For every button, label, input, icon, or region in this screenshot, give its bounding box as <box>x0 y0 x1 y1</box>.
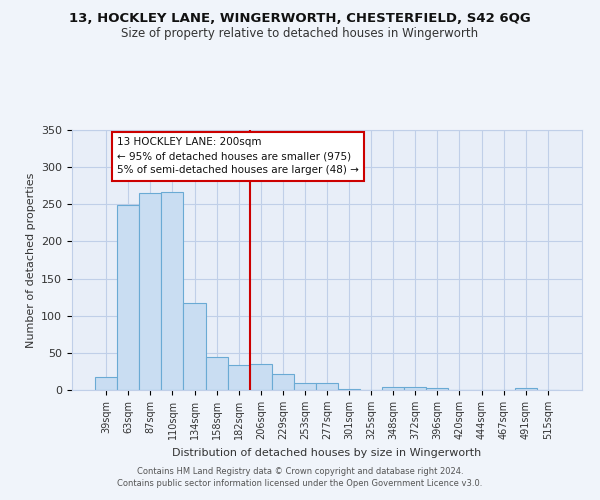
Bar <box>161 192 184 390</box>
Text: Contains HM Land Registry data © Crown copyright and database right 2024.
Contai: Contains HM Land Registry data © Crown c… <box>118 466 482 487</box>
Text: 13, HOCKLEY LANE, WINGERWORTH, CHESTERFIELD, S42 6QG: 13, HOCKLEY LANE, WINGERWORTH, CHESTERFI… <box>69 12 531 26</box>
Text: 13 HOCKLEY LANE: 200sqm
← 95% of detached houses are smaller (975)
5% of semi-de: 13 HOCKLEY LANE: 200sqm ← 95% of detache… <box>117 138 359 175</box>
Bar <box>294 382 316 390</box>
Bar <box>316 384 338 390</box>
Bar <box>117 205 139 390</box>
Bar <box>404 387 427 390</box>
Bar <box>427 388 448 390</box>
Bar <box>515 388 537 390</box>
Bar <box>227 364 250 390</box>
Bar <box>95 376 117 390</box>
Bar <box>382 387 404 390</box>
Text: Size of property relative to detached houses in Wingerworth: Size of property relative to detached ho… <box>121 28 479 40</box>
X-axis label: Distribution of detached houses by size in Wingerworth: Distribution of detached houses by size … <box>172 448 482 458</box>
Bar <box>338 388 360 390</box>
Bar <box>139 193 161 390</box>
Bar <box>206 356 227 390</box>
Bar <box>272 374 294 390</box>
Y-axis label: Number of detached properties: Number of detached properties <box>26 172 35 348</box>
Bar <box>250 364 272 390</box>
Bar <box>184 303 206 390</box>
